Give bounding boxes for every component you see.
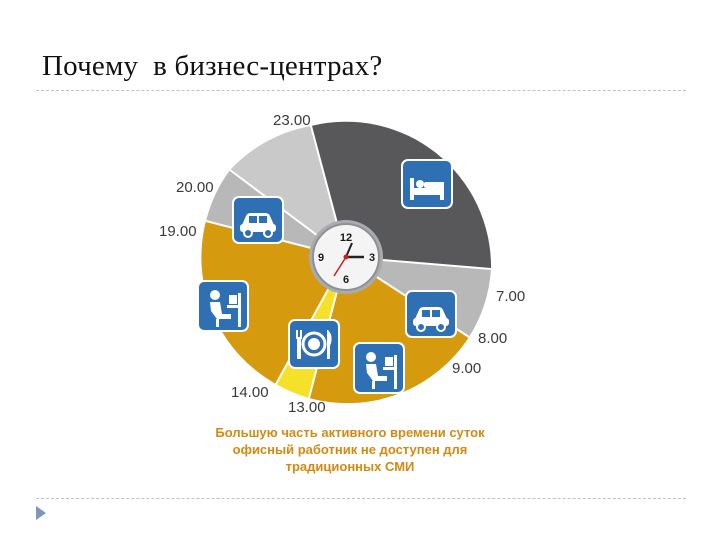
triangle-bullet-icon [36,506,46,520]
diagram-caption: Большую часть активного времени суток оф… [180,424,520,475]
clock-number-3: 3 [369,252,375,264]
bed-icon [401,159,453,209]
office-worker-icon [197,280,249,332]
clock-icon: 12 3 6 9 [309,220,383,294]
title-divider [36,90,686,91]
office-worker-icon [353,342,405,394]
time-label-2000: 20.00 [176,179,214,196]
slide-title: Почему в бизнес-центрах? [42,50,383,82]
time-label-1400: 14.00 [231,384,269,401]
footer-divider [36,498,686,499]
time-label-2300: 23.00 [273,112,311,129]
caption-line: традиционных СМИ [285,459,415,474]
time-label-900: 9.00 [452,360,481,377]
caption-line: офисный работник не доступен для [232,442,468,457]
clock-number-6: 6 [343,274,349,286]
time-label-1300: 13.00 [288,399,326,416]
time-label-800: 8.00 [478,330,507,347]
plate-cutlery-icon [288,319,340,369]
time-label-700: 7.00 [496,288,525,305]
car-icon [405,290,457,338]
segment-evening [230,126,346,257]
car-icon [232,196,284,244]
clock-number-9: 9 [318,252,324,264]
caption-line: Большую часть активного времени суток [215,425,485,440]
time-label-1900: 19.00 [159,223,197,240]
clock-number-12: 12 [340,232,352,244]
